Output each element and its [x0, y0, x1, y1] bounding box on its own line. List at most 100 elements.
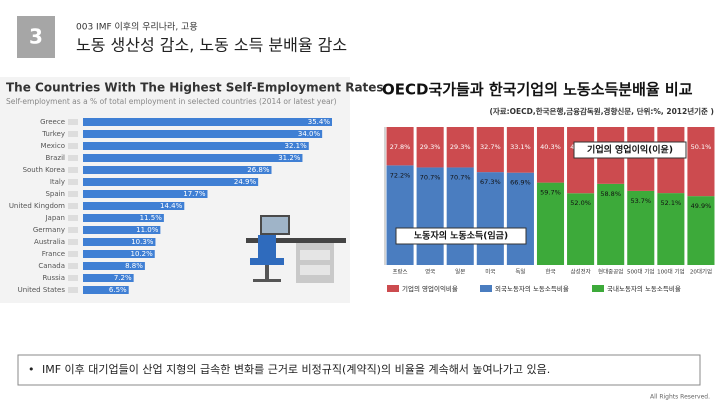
bar: [83, 166, 272, 174]
category-label: Italy: [50, 178, 65, 186]
legend-label: 외국노동자의 노동소득비율: [495, 284, 569, 293]
value-label: 27.8%: [390, 143, 411, 151]
bar: [83, 130, 323, 138]
value-label: 11.0%: [136, 226, 159, 234]
category-label: South Korea: [23, 166, 65, 174]
annotation-box: [395, 227, 527, 245]
annotation: 기업의 영업이익(이윤): [587, 144, 673, 156]
x-tick-label: 현대중공업: [598, 268, 623, 276]
bar-segment: [416, 167, 444, 265]
value-label: 29.3%: [450, 143, 471, 151]
flag: [68, 155, 78, 161]
flag: [68, 251, 78, 257]
bar-segment: [536, 182, 565, 265]
flag: [68, 191, 78, 197]
bar: [83, 154, 303, 162]
value-label: 6.5%: [109, 286, 127, 294]
bar-segment: [416, 127, 444, 168]
bar-segment: [657, 193, 685, 265]
chart-subtitle: Self-employment as a % of total employme…: [6, 97, 337, 106]
flag: [68, 227, 78, 233]
bar-segment: [386, 127, 414, 166]
bar: [83, 190, 208, 198]
bar-segment: [627, 190, 655, 265]
number-box: [17, 16, 55, 58]
desk-illustration: [246, 215, 346, 283]
slide-number: 3: [29, 25, 43, 49]
section: 003 IMF 이후의 우리나라, 고용: [76, 22, 198, 33]
bar: [83, 214, 164, 222]
category-label: United States: [18, 286, 66, 294]
bar: [83, 178, 259, 186]
x-tick-label: 미국: [485, 268, 495, 276]
bullet-text: IMF 이후 대기업들이 산업 지형의 급속한 변화를 근거로 비정규직(계약직…: [42, 362, 550, 376]
bar: [83, 226, 161, 234]
value-label: 59.7%: [540, 189, 561, 197]
bar-segment: [687, 196, 715, 265]
value-label: 26.8%: [247, 166, 270, 174]
slide-title: 노동 생산성 감소, 노동 소득 분배율 감소: [76, 36, 347, 55]
legend-swatch: [480, 285, 492, 292]
x-tick-label: 독일: [515, 268, 525, 276]
bar-segment: [386, 165, 414, 265]
x-tick-label: 삼성전자: [570, 268, 590, 276]
flag: [68, 239, 78, 245]
bar-segment: [476, 172, 504, 265]
value-label: 24.9%: [234, 178, 257, 186]
legend-label: 국내노동자의 노동소득비율: [607, 284, 681, 293]
x-tick-label: 한국: [545, 269, 555, 276]
value-label: 33.1%: [510, 143, 531, 151]
category-label: Greece: [40, 118, 65, 126]
legend-swatch: [592, 285, 604, 292]
value-label: 66.9%: [510, 179, 531, 187]
value-label: 35.4%: [308, 118, 331, 126]
value-label: 72.2%: [390, 171, 411, 179]
bar-segment: [476, 127, 504, 173]
flag: [68, 287, 78, 293]
x-tick-label: 100대 기업: [657, 268, 684, 276]
category-label: United Kingdom: [9, 202, 65, 210]
bar-segment: [627, 127, 655, 191]
value-label: 10.2%: [130, 250, 153, 258]
category-label: Spain: [45, 190, 65, 198]
value-label: 29.3%: [420, 143, 441, 151]
bullet-dot: •: [28, 363, 35, 376]
value-label: 31.2%: [278, 154, 301, 162]
category-label: Japan: [44, 214, 65, 222]
x-tick-label: 일본: [455, 268, 465, 276]
bar-segment: [446, 167, 474, 265]
category-label: Germany: [33, 226, 65, 234]
value-label: 40.3%: [540, 143, 561, 151]
bullet-box: [17, 354, 701, 386]
value-label: 32.7%: [480, 143, 501, 151]
category-label: Canada: [38, 262, 65, 270]
value-label: 52.1%: [661, 199, 682, 207]
bar-segment: [597, 183, 625, 265]
bar: [83, 118, 332, 126]
flag: [68, 263, 78, 269]
category-label: France: [42, 250, 65, 258]
flag: [68, 143, 78, 149]
annotation: 노동자의 노동소득(임금): [414, 230, 508, 242]
value-label: 32.1%: [285, 142, 308, 150]
category-label: Russia: [42, 274, 65, 282]
value-label: 10.3%: [131, 238, 154, 246]
value-label: 58.8%: [600, 190, 621, 198]
value-label: 11.5%: [140, 214, 163, 222]
flag: [68, 119, 78, 125]
x-tick-label: 영국: [425, 268, 435, 276]
bar: [83, 202, 185, 210]
value-label: 34.0%: [298, 130, 321, 138]
flag: [68, 275, 78, 281]
legend-swatch: [387, 285, 399, 292]
bar-segment: [506, 127, 534, 173]
value-label: 8.8%: [125, 262, 143, 270]
bar: [83, 238, 156, 246]
chart-title: The Countries With The Highest Self-Empl…: [6, 81, 384, 95]
bar-segment: [506, 172, 534, 265]
x-tick-label: 500대 기업: [627, 268, 654, 276]
flag: [68, 167, 78, 173]
bar-segment: [567, 127, 595, 194]
value-label: 70.7%: [450, 173, 471, 181]
bar-segment: [536, 127, 565, 183]
